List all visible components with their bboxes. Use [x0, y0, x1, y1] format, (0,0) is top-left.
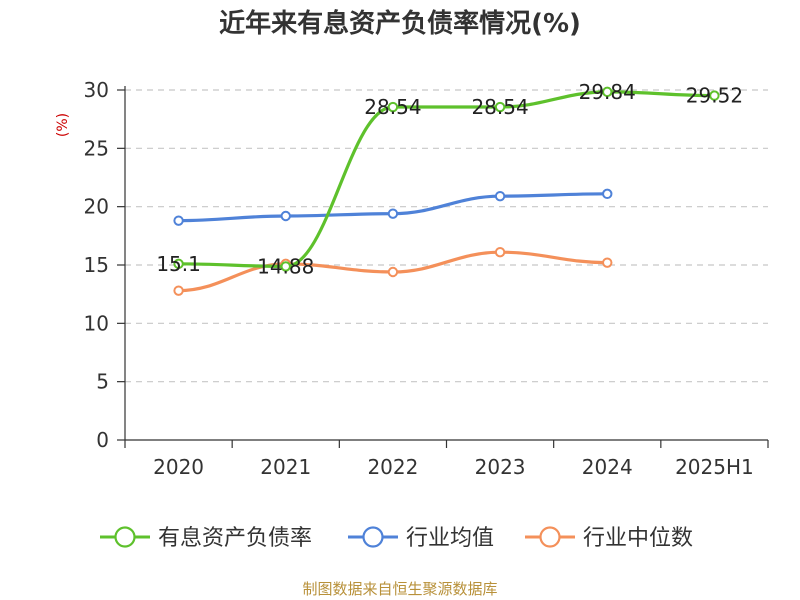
data-point: [709, 90, 720, 101]
y-tick-label: 10: [84, 311, 109, 335]
y-tick-label: 0: [96, 428, 109, 452]
data-point: [602, 86, 613, 98]
data-label: 28.54: [471, 95, 528, 119]
legend-marker: [114, 526, 136, 548]
x-tick-label: 2023: [475, 455, 526, 479]
x-tick-label: 2022: [367, 455, 418, 479]
data-point: [387, 101, 399, 113]
series-line: [176, 90, 717, 268]
legend-item[interactable]: 有息资产负债率: [100, 526, 312, 551]
x-tick-label: 2025H1: [675, 455, 754, 479]
legend-marker: [539, 526, 561, 548]
data-label: 14.88: [257, 254, 314, 278]
x-tick-label: 2021: [260, 455, 311, 479]
y-tick-label: 20: [84, 195, 109, 219]
axes: 0 5 10 15 20 25 30 2020 2021 2022 2023 2024 2025H1: [84, 78, 769, 479]
x-tick-label: 2020: [153, 455, 204, 479]
chart-title: 近年来有息资产负债率情况(%): [219, 8, 581, 39]
legend: 有息资产负债率 行业均值 行业中位数: [100, 526, 693, 551]
data-point: [602, 257, 613, 268]
y-tick-label: 30: [84, 78, 109, 102]
data-point: [173, 285, 184, 296]
data-point: [387, 208, 399, 219]
legend-marker: [362, 526, 384, 548]
y-axis-label: (%): [55, 113, 71, 137]
x-tick-label: 2024: [582, 455, 633, 479]
data-label: 15.1: [156, 252, 201, 276]
data-point: [280, 261, 291, 272]
data-point: [494, 190, 506, 202]
gridlines: [125, 89, 768, 383]
data-label: 28.54: [364, 95, 421, 119]
y-tick-label: 5: [96, 370, 109, 394]
legend-label: 行业均值: [406, 526, 494, 551]
data-point: [387, 266, 399, 278]
data-point: [173, 258, 184, 270]
legend-label: 行业中位数: [583, 526, 693, 551]
y-tick-label: 15: [84, 253, 109, 277]
data-label: 29.84: [579, 80, 636, 104]
data-point: [173, 215, 184, 226]
legend-label: 有息资产负债率: [158, 526, 312, 551]
y-tick-label: 25: [84, 136, 109, 160]
data-point: [494, 246, 506, 258]
data-labels: 15.1 14.88 28.54 28.54 29.84 29.52: [156, 80, 743, 279]
series-layer: [173, 86, 720, 296]
data-point: [602, 188, 613, 200]
data-point: [494, 101, 506, 113]
source-note: 制图数据来自恒生聚源数据库: [302, 580, 497, 598]
legend-item[interactable]: 行业均值: [348, 526, 494, 551]
data-label: 29.52: [686, 84, 743, 108]
legend-item[interactable]: 行业中位数: [525, 526, 693, 551]
data-point: [280, 210, 291, 222]
